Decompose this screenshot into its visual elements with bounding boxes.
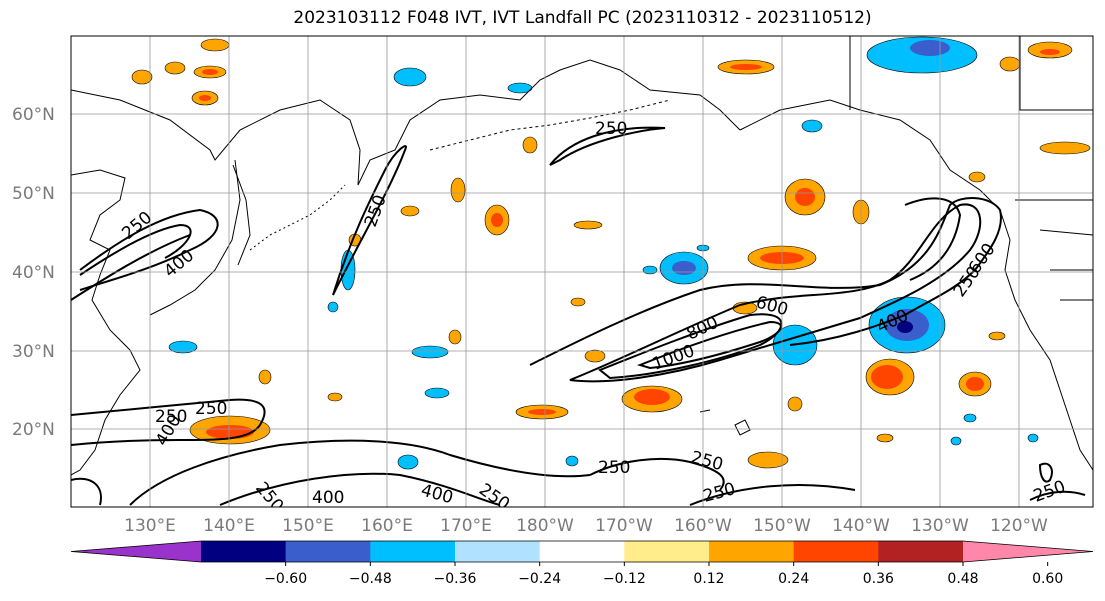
colorbar-segment — [201, 541, 287, 562]
latitude-labels: 60°N 50°N 40°N 30°N 20°N — [12, 105, 55, 440]
colorbar-tick-label: −0.60 — [264, 571, 307, 587]
lon-label: 160°E — [361, 516, 413, 536]
colorbar-tick-label: 0.48 — [947, 571, 978, 587]
lon-label: 140°W — [832, 516, 890, 536]
lon-label: 150°W — [753, 516, 811, 536]
contour-label: 250 — [195, 399, 227, 419]
lat-label: 60°N — [12, 105, 55, 125]
colorbar-segment — [709, 541, 795, 562]
colorbar-tick-label: −0.48 — [349, 571, 392, 587]
colorbar-tick-label: 0.60 — [1032, 571, 1063, 587]
colorbar-tick-label: −0.36 — [434, 571, 477, 587]
lon-label: 180°W — [516, 516, 574, 536]
lon-label: 130°E — [124, 516, 176, 536]
longitude-labels: 130°E 140°E 150°E 160°E 170°E 180°W 170°… — [124, 516, 1048, 536]
contour-label: 250 — [598, 458, 630, 478]
colorbar-tick-label: −0.12 — [603, 571, 646, 587]
colorbar-segment — [878, 541, 964, 562]
colorbar-extension-low — [71, 541, 201, 562]
lon-label: 170°W — [595, 516, 653, 536]
colorbar-extension-high — [963, 541, 1093, 562]
colorbar-tick-label: 0.12 — [693, 571, 724, 587]
map-title: 2023103112 F048 IVT, IVT Landfall PC (20… — [293, 8, 872, 28]
colorbar-tick-label: −0.24 — [518, 571, 561, 587]
contour-label: 400 — [312, 488, 344, 508]
lon-label: 160°W — [674, 516, 732, 536]
colorbar-segment — [624, 541, 710, 562]
pc-shading — [131, 36, 1091, 470]
map-frame — [70, 35, 1094, 508]
lat-label: 50°N — [12, 184, 55, 204]
colorbar-segment — [793, 541, 879, 562]
lon-label: 120°W — [990, 516, 1048, 536]
lat-label: 30°N — [12, 342, 55, 362]
colorbar: −0.60 −0.48 −0.36 −0.24 −0.12 0.12 0.24 0.36 0.4… — [70, 540, 1094, 587]
colorbar-segment — [370, 541, 456, 562]
colorbar-segment — [285, 541, 371, 562]
ivt-contours — [71, 126, 1086, 506]
lat-label: 40°N — [12, 263, 55, 283]
colorbar-outline — [70, 540, 1094, 563]
lon-label: 170°E — [440, 516, 492, 536]
lon-label: 150°E — [282, 516, 334, 536]
colorbar-tick-label: 0.24 — [778, 571, 809, 587]
contour-label: 250 — [155, 407, 187, 427]
grid-lines — [71, 36, 1093, 507]
colorbar-tick-label: 0.36 — [863, 571, 894, 587]
lon-label: 130°W — [911, 516, 969, 536]
colorbar-segment — [539, 541, 625, 562]
lon-label: 140°E — [203, 516, 255, 536]
contour-label: 250 — [595, 119, 627, 139]
lat-label: 20°N — [12, 420, 55, 440]
colorbar-segment — [455, 541, 541, 562]
